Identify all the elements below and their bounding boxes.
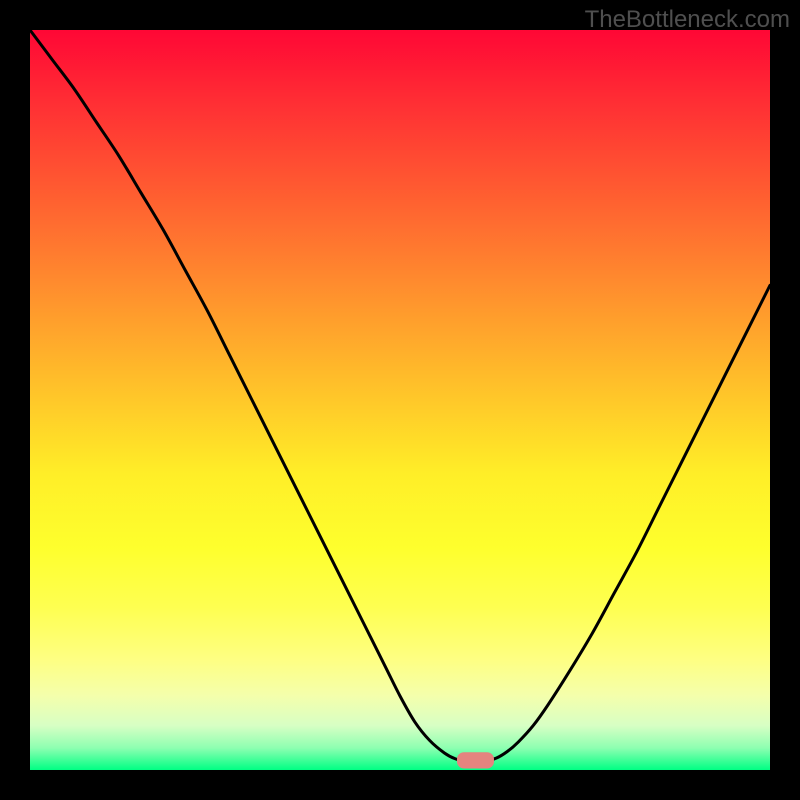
plot-background — [30, 30, 770, 770]
optimal-point-marker — [457, 752, 494, 768]
bottleneck-chart — [30, 30, 770, 770]
watermark-label: TheBottleneck.com — [585, 6, 790, 34]
chart-stage: TheBottleneck.com — [0, 0, 800, 800]
